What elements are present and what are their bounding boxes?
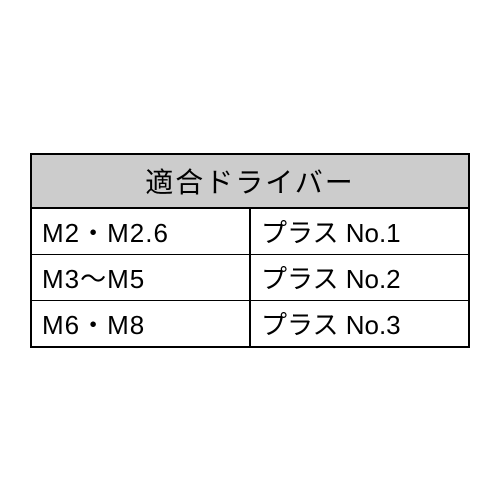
table: 適合ドライバー M2・M2.6 プラス No.1 M3〜M5 プラス No.2 …	[30, 153, 470, 348]
driver-cell: プラス No.2	[250, 254, 469, 300]
table-row: M3〜M5 プラス No.2	[31, 254, 469, 300]
driver-compatibility-table: 適合ドライバー M2・M2.6 プラス No.1 M3〜M5 プラス No.2 …	[30, 153, 470, 348]
size-cell: M3〜M5	[31, 254, 250, 300]
size-cell: M6・M8	[31, 300, 250, 347]
driver-cell: プラス No.1	[250, 208, 469, 255]
table-row: M6・M8 プラス No.3	[31, 300, 469, 347]
table-header-row: 適合ドライバー	[31, 154, 469, 208]
size-cell: M2・M2.6	[31, 208, 250, 255]
table-header: 適合ドライバー	[31, 154, 469, 208]
table-row: M2・M2.6 プラス No.1	[31, 208, 469, 255]
driver-cell: プラス No.3	[250, 300, 469, 347]
